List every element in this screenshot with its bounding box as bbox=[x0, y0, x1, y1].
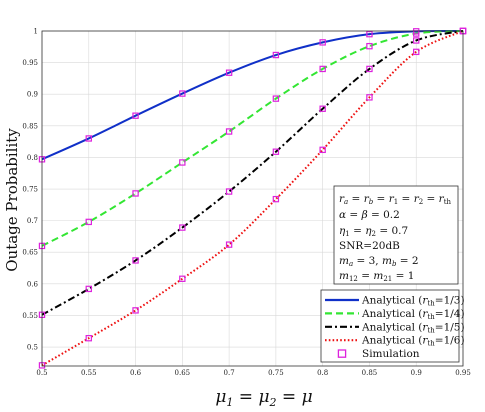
simulation-marker bbox=[225, 241, 233, 248]
simulation-marker bbox=[179, 275, 186, 282]
y-tick-label: 0.85 bbox=[22, 122, 38, 130]
simulation-marker bbox=[366, 42, 373, 50]
simulation-marker bbox=[179, 224, 186, 231]
x-tick-label: 0.9 bbox=[411, 369, 422, 377]
legend-label-4: Analytical (rth=1/6) bbox=[361, 335, 465, 348]
annotation-line-5: ma = 3, mb = 2 bbox=[339, 255, 419, 268]
annotation-line-6: m12 = m21 = 1 bbox=[339, 270, 414, 283]
simulation-marker bbox=[85, 218, 92, 226]
simulation-marker bbox=[225, 128, 233, 135]
x-tick-label: 0.5 bbox=[36, 369, 47, 377]
x-tick-label: 0.95 bbox=[455, 369, 471, 377]
x-tick-label: 0.6 bbox=[130, 369, 142, 377]
plot-frame bbox=[41, 30, 464, 367]
y-tick-label: 0.6 bbox=[27, 280, 39, 288]
x-tick-label: 0.85 bbox=[362, 369, 378, 377]
legend-label-2: Analytical (rth=1/4) bbox=[361, 308, 465, 321]
simulation-marker bbox=[366, 65, 373, 73]
simulation-marker bbox=[225, 69, 233, 76]
simulation-marker bbox=[319, 105, 326, 112]
y-tick-label: 0.95 bbox=[22, 59, 38, 67]
simulation-marker bbox=[179, 90, 186, 97]
x-tick-label: 0.8 bbox=[317, 369, 328, 377]
simulation-marker bbox=[413, 48, 420, 56]
annotation-line-1: ra = rb = r1 = r2 = rth bbox=[339, 193, 452, 206]
legend-items: Analytical (rth=1/3)Analytical (rth=1/4)… bbox=[325, 295, 465, 360]
y-tick-label: 0.9 bbox=[27, 91, 38, 99]
simulation-marker bbox=[319, 39, 326, 46]
simulation-marker bbox=[132, 190, 139, 197]
simulation-marker bbox=[85, 135, 92, 142]
simulation-marker bbox=[366, 94, 373, 101]
simulation-marker bbox=[85, 285, 92, 293]
simulation-marker bbox=[85, 334, 92, 342]
simulation-marker bbox=[272, 51, 280, 59]
simulation-marker bbox=[225, 188, 233, 195]
y-tick-label: 0.55 bbox=[22, 312, 38, 320]
simulation-marker bbox=[132, 112, 139, 119]
series-line-2 bbox=[41, 30, 464, 247]
x-tick-label: 0.55 bbox=[81, 369, 97, 377]
x-tick-label: 0.75 bbox=[268, 369, 284, 377]
simulation-marker bbox=[319, 65, 326, 73]
legend-marker-simulation bbox=[337, 349, 347, 358]
y-tick-label: 0.65 bbox=[22, 249, 38, 257]
annotation-frame bbox=[333, 185, 459, 285]
y-tick-label: 0.8 bbox=[27, 154, 38, 162]
legend-label-1: Analytical (rth=1/3) bbox=[361, 295, 465, 308]
series-line-3 bbox=[41, 30, 464, 316]
simulation-marker bbox=[272, 95, 280, 102]
y-tick-label: 1 bbox=[34, 28, 38, 36]
legend-label-simulation: Simulation bbox=[362, 348, 420, 360]
y-tick-label: 0.5 bbox=[27, 344, 38, 352]
series-line-1 bbox=[41, 29, 464, 161]
x-tick-label: 0.65 bbox=[175, 369, 191, 377]
annotation-line-4: SNR=20dB bbox=[339, 240, 400, 252]
parameter-annotation-box: ra = rb = r1 = r2 = rth α = β = 0.2 η1 =… bbox=[333, 185, 459, 285]
simulation-marker bbox=[132, 307, 139, 314]
legend: Analytical (rth=1/3)Analytical (rth=1/4)… bbox=[320, 289, 465, 363]
simulation-marker bbox=[132, 257, 139, 264]
x-tick-label: 0.7 bbox=[224, 369, 235, 377]
simulation-marker bbox=[179, 159, 186, 166]
x-axis-label: μ1 = μ2 = μ bbox=[215, 387, 312, 409]
annotation-line-3: η1 = η2 = 0.7 bbox=[339, 225, 408, 238]
y-tick-label: 0.75 bbox=[22, 186, 38, 194]
simulation-marker bbox=[272, 148, 280, 155]
tick-labels: 0.5 0.55 0.6 0.65 0.7 0.75 0.8 0.85 0.9 0.95 0.5 0.… bbox=[22, 28, 470, 378]
simulation-marker bbox=[272, 195, 280, 203]
y-tick-label: 0.7 bbox=[27, 217, 38, 225]
simulation-marker bbox=[413, 37, 420, 44]
y-axis-label: Outage Probability bbox=[3, 128, 21, 272]
legend-label-3: Analytical (rth=1/5) bbox=[361, 321, 465, 334]
annotation-line-2: α = β = 0.2 bbox=[339, 209, 400, 221]
simulation-marker bbox=[366, 30, 373, 38]
series-lines bbox=[41, 29, 464, 367]
simulation-marker bbox=[319, 146, 326, 154]
